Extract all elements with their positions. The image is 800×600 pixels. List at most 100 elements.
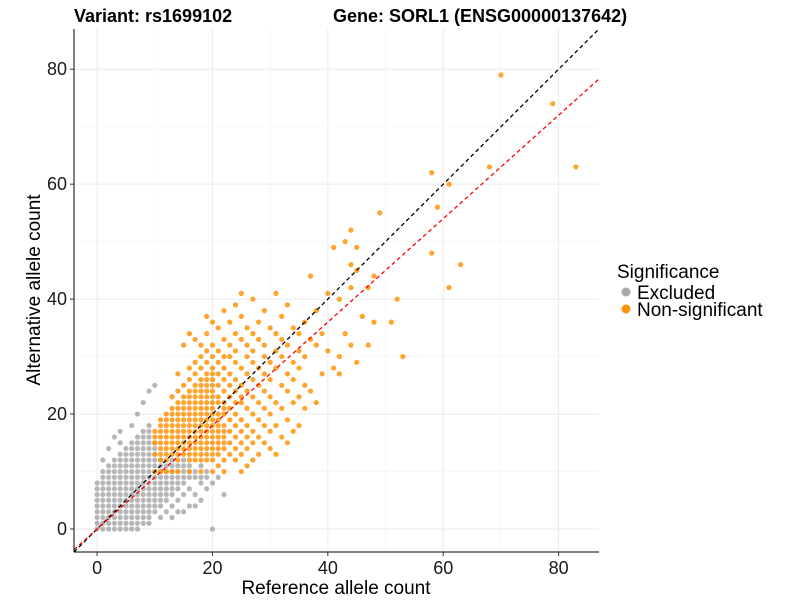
point-excluded	[134, 457, 141, 463]
point-excluded	[186, 463, 192, 469]
point-non-significant	[371, 319, 377, 325]
point-non-significant	[169, 394, 175, 400]
point-non-significant	[319, 331, 325, 337]
point-non-significant	[232, 348, 239, 354]
point-excluded	[129, 497, 135, 503]
point-non-significant	[244, 388, 250, 394]
point-non-significant	[221, 308, 227, 314]
point-excluded	[117, 468, 123, 475]
point-excluded	[94, 509, 100, 515]
point-non-significant	[204, 457, 210, 463]
point-non-significant	[394, 296, 400, 302]
point-non-significant	[186, 394, 192, 400]
point-excluded	[134, 468, 141, 475]
point-non-significant	[204, 399, 210, 406]
point-non-significant	[157, 417, 164, 423]
point-non-significant	[215, 463, 221, 469]
point-excluded	[134, 514, 141, 521]
point-non-significant	[261, 342, 267, 348]
point-non-significant	[284, 371, 291, 377]
point-non-significant	[198, 468, 204, 475]
point-excluded	[111, 526, 117, 532]
point-non-significant	[192, 399, 198, 406]
point-excluded	[175, 480, 181, 486]
point-non-significant	[273, 290, 279, 296]
point-non-significant	[232, 302, 239, 308]
point-excluded	[175, 463, 181, 469]
point-non-significant	[192, 451, 198, 457]
point-non-significant	[192, 405, 198, 411]
point-non-significant	[209, 376, 216, 383]
point-excluded	[146, 388, 152, 394]
point-excluded	[111, 497, 117, 503]
point-non-significant	[221, 405, 227, 411]
point-excluded	[146, 468, 152, 475]
y-tick-label: 0	[57, 519, 67, 539]
point-excluded	[123, 520, 129, 526]
point-non-significant	[209, 399, 216, 406]
point-non-significant	[244, 353, 250, 360]
point-excluded	[146, 486, 152, 492]
point-non-significant	[175, 434, 181, 440]
point-excluded	[129, 480, 135, 486]
x-tick-label: 80	[549, 558, 569, 578]
point-excluded	[169, 463, 175, 469]
point-excluded	[169, 474, 175, 480]
point-excluded	[94, 491, 100, 498]
point-non-significant	[371, 273, 377, 279]
point-non-significant	[163, 468, 169, 475]
point-non-significant	[181, 434, 187, 440]
point-non-significant	[186, 399, 192, 406]
point-non-significant	[302, 353, 308, 360]
point-non-significant	[256, 417, 262, 423]
point-non-significant	[215, 451, 221, 457]
point-non-significant	[169, 440, 175, 446]
point-non-significant	[279, 313, 285, 319]
point-non-significant	[186, 388, 192, 394]
point-excluded	[209, 526, 216, 532]
point-non-significant	[256, 399, 262, 406]
point-excluded	[134, 474, 141, 480]
point-non-significant	[296, 331, 302, 337]
point-non-significant	[221, 445, 227, 452]
point-non-significant	[250, 411, 256, 417]
point-non-significant	[250, 394, 256, 400]
point-non-significant	[204, 440, 210, 446]
point-non-significant	[215, 411, 221, 417]
point-non-significant	[267, 428, 273, 434]
point-non-significant	[157, 434, 164, 440]
point-non-significant	[152, 428, 158, 434]
point-non-significant	[221, 428, 227, 434]
point-non-significant	[238, 399, 244, 406]
point-excluded	[134, 526, 141, 532]
point-excluded	[140, 497, 146, 503]
point-excluded	[111, 520, 117, 526]
point-excluded	[152, 480, 158, 486]
point-non-significant	[175, 388, 181, 394]
point-excluded	[175, 509, 181, 515]
point-excluded	[123, 514, 129, 521]
point-excluded	[186, 486, 192, 492]
point-non-significant	[238, 336, 244, 342]
point-non-significant	[267, 394, 273, 400]
point-excluded	[146, 457, 152, 463]
point-excluded	[100, 509, 106, 515]
point-non-significant	[331, 244, 337, 250]
point-non-significant	[186, 376, 192, 383]
point-excluded	[146, 514, 152, 521]
point-excluded	[152, 486, 158, 492]
point-excluded	[111, 474, 117, 480]
point-non-significant	[348, 262, 354, 268]
point-non-significant	[181, 451, 187, 457]
point-excluded	[129, 445, 135, 452]
point-non-significant	[157, 451, 164, 457]
point-excluded	[117, 509, 123, 515]
point-non-significant	[192, 422, 198, 429]
point-excluded	[152, 491, 158, 498]
point-non-significant	[169, 405, 175, 411]
point-excluded	[106, 520, 112, 526]
point-non-significant	[296, 394, 302, 400]
y-tick-label: 60	[47, 174, 67, 194]
point-non-significant	[186, 365, 192, 371]
